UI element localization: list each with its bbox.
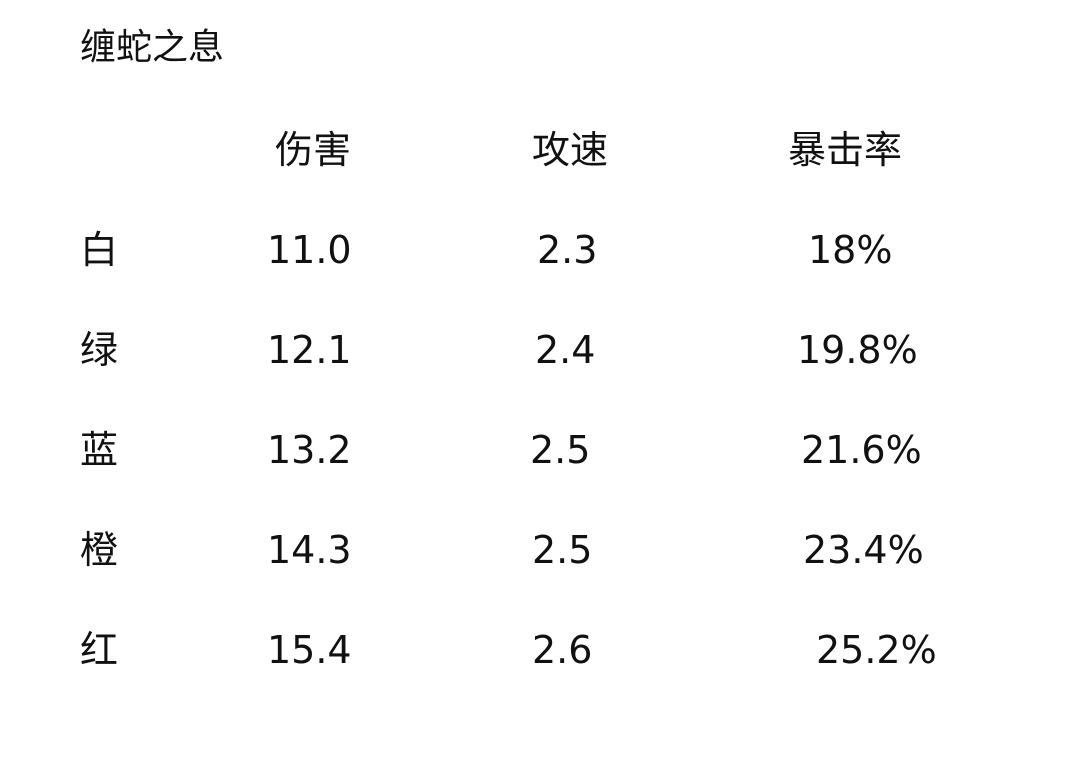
table-cell: 2.3	[537, 228, 598, 272]
column-header: 伤害	[275, 128, 352, 172]
row-label: 绿	[80, 328, 119, 372]
table-cell: 21.6%	[801, 428, 922, 472]
table-cell: 2.5	[532, 528, 593, 572]
table-cell: 12.1	[267, 328, 352, 372]
row-label: 橙	[80, 528, 119, 572]
row-label: 白	[80, 228, 119, 272]
table-cell: 19.8%	[797, 328, 918, 372]
table-cell: 11.0	[267, 228, 352, 272]
page-title: 缠蛇之息	[80, 27, 225, 68]
table-cell: 2.6	[532, 628, 593, 672]
table-cell: 23.4%	[803, 528, 924, 572]
table-cell: 15.4	[267, 628, 352, 672]
table-cell: 25.2%	[816, 628, 937, 672]
row-label: 红	[80, 628, 119, 672]
table-cell: 14.3	[267, 528, 352, 572]
table-cell: 2.5	[530, 428, 591, 472]
column-header: 暴击率	[788, 128, 903, 172]
table-cell: 13.2	[267, 428, 352, 472]
table-cell: 18%	[808, 228, 893, 272]
table-cell: 2.4	[535, 328, 596, 372]
row-label: 蓝	[80, 428, 119, 472]
column-header: 攻速	[532, 128, 609, 172]
